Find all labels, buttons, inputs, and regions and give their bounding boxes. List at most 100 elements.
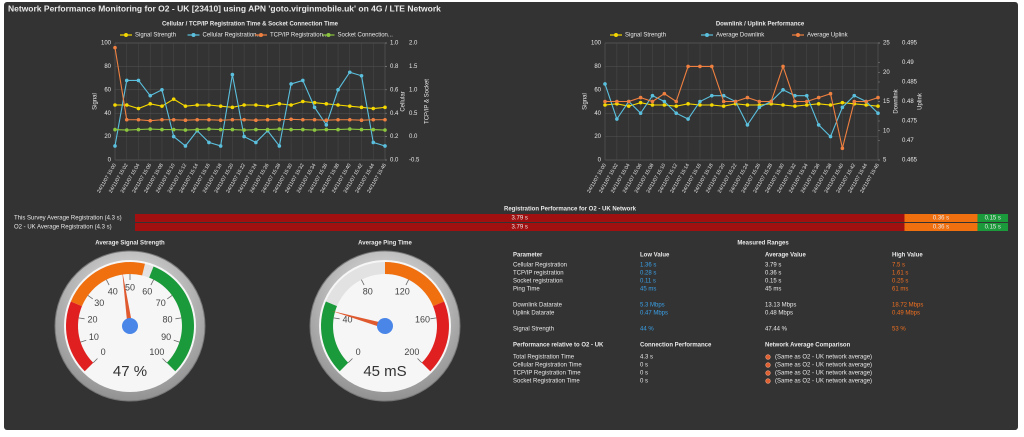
- bar-label: This Survey Average Registration (4.3 s): [14, 216, 122, 222]
- data-point: [124, 128, 129, 132]
- y2-tick-label: 0.4: [390, 111, 399, 117]
- data-point: [686, 117, 690, 121]
- data-point: [804, 93, 809, 98]
- gauge-tick-label: 40: [108, 287, 118, 297]
- data-point: [828, 134, 833, 139]
- gauge-tick: [166, 295, 173, 300]
- gauge-tick: [430, 317, 437, 320]
- gauge-tick-label: 70: [156, 298, 166, 308]
- data-point: [816, 95, 821, 100]
- gauge-tick-label: 80: [163, 314, 173, 324]
- bar-label: O2 - UK Average Registration (4.3 s): [14, 225, 112, 231]
- data-point: [242, 134, 246, 139]
- data-point: [324, 118, 329, 123]
- y2-tick-label: 0.6: [390, 87, 399, 93]
- data-point: [265, 117, 270, 122]
- data-point: [745, 103, 750, 107]
- gauge-hub: [122, 318, 138, 334]
- data-point: [230, 105, 235, 110]
- axis-label: Uplink: [918, 92, 924, 110]
- legend-label: TCP/IP Registration...: [270, 33, 328, 39]
- gauge-tick-label: 40: [342, 314, 352, 324]
- data-point: [816, 102, 821, 106]
- data-point: [136, 117, 141, 122]
- data-point: [852, 99, 857, 104]
- data-point: [171, 117, 176, 122]
- y-tick-label: 20: [594, 134, 601, 140]
- table-cell: (Same as O2 - UK network average): [775, 379, 872, 385]
- gauge-tick: [80, 339, 87, 343]
- table-header: High Value: [892, 253, 923, 259]
- gauge-value-label: 47 %: [113, 363, 147, 380]
- bar-value-label: 3.79 s: [512, 216, 528, 222]
- gauge-tick-label: 200: [404, 347, 419, 357]
- data-point: [359, 105, 364, 110]
- table-cell: 47.44 %: [765, 327, 788, 333]
- data-point: [804, 99, 809, 104]
- data-point: [674, 104, 679, 108]
- y-tick-label: 100: [591, 41, 602, 47]
- data-point: [301, 99, 305, 104]
- data-point: [698, 103, 702, 107]
- data-point: [148, 127, 153, 131]
- data-point: [383, 144, 387, 148]
- data-point: [615, 117, 619, 121]
- data-point: [336, 117, 340, 122]
- data-point: [615, 99, 619, 104]
- data-point: [301, 78, 305, 83]
- data-point: [662, 91, 667, 96]
- table-cell: 1.36 s: [640, 263, 656, 269]
- data-point: [804, 103, 809, 107]
- gauge-hub: [377, 318, 393, 334]
- table-cell: 4.3 s: [640, 355, 653, 361]
- bar-segment: [135, 223, 905, 231]
- table-cell: 0 s: [640, 363, 648, 369]
- table-cell: 0.48 Mbps: [765, 311, 793, 317]
- table-header: Low Value: [640, 253, 670, 259]
- data-point: [242, 128, 246, 132]
- table-cell: TCP/IP registration: [513, 271, 564, 277]
- gauge-tick-label: 100: [149, 347, 164, 357]
- table-header: Connection Performance: [640, 343, 712, 349]
- table-cell: 18.72 Mbps: [892, 303, 923, 309]
- y-tick-label: 80: [594, 64, 601, 70]
- data-point: [289, 103, 293, 107]
- table-cell: Cellular Registration Time: [513, 363, 582, 369]
- data-point: [710, 93, 714, 98]
- table-cell: Uplink Datarate: [513, 311, 555, 317]
- y3-tick-label: 0.465: [902, 158, 918, 164]
- data-point: [160, 104, 164, 108]
- legend-dot: [326, 33, 331, 37]
- data-point: [113, 103, 117, 107]
- data-point: [148, 118, 153, 123]
- y-tick-label: 60: [594, 87, 601, 93]
- data-point: [183, 144, 188, 148]
- data-point: [218, 104, 223, 108]
- data-point: [148, 102, 153, 106]
- gauge-tick: [87, 295, 94, 300]
- data-point: [876, 104, 880, 108]
- data-point: [289, 117, 293, 122]
- series-line: [115, 98, 386, 110]
- gauge-tick: [92, 358, 98, 364]
- gauge-tick: [347, 358, 353, 364]
- bar-segment: [977, 223, 1008, 231]
- data-point: [312, 105, 317, 110]
- y-tick-label: 0: [108, 158, 112, 164]
- y3-tick-label: 0.475: [902, 119, 918, 125]
- data-point: [347, 70, 352, 75]
- y-tick-label: 40: [594, 111, 601, 117]
- table-header: Network Average Comparison: [765, 343, 851, 349]
- y3-tick-label: 0.495: [902, 41, 918, 47]
- data-point: [674, 111, 679, 115]
- data-point: [662, 103, 667, 107]
- data-point: [113, 45, 117, 50]
- data-point: [171, 127, 176, 132]
- data-point: [828, 91, 833, 96]
- y2-tick-label: 1.0: [390, 41, 399, 47]
- y2-tick-label: 0.0: [390, 158, 399, 164]
- data-point: [265, 104, 270, 108]
- status-icon: [765, 378, 771, 384]
- data-point: [336, 88, 340, 92]
- data-point: [864, 103, 868, 107]
